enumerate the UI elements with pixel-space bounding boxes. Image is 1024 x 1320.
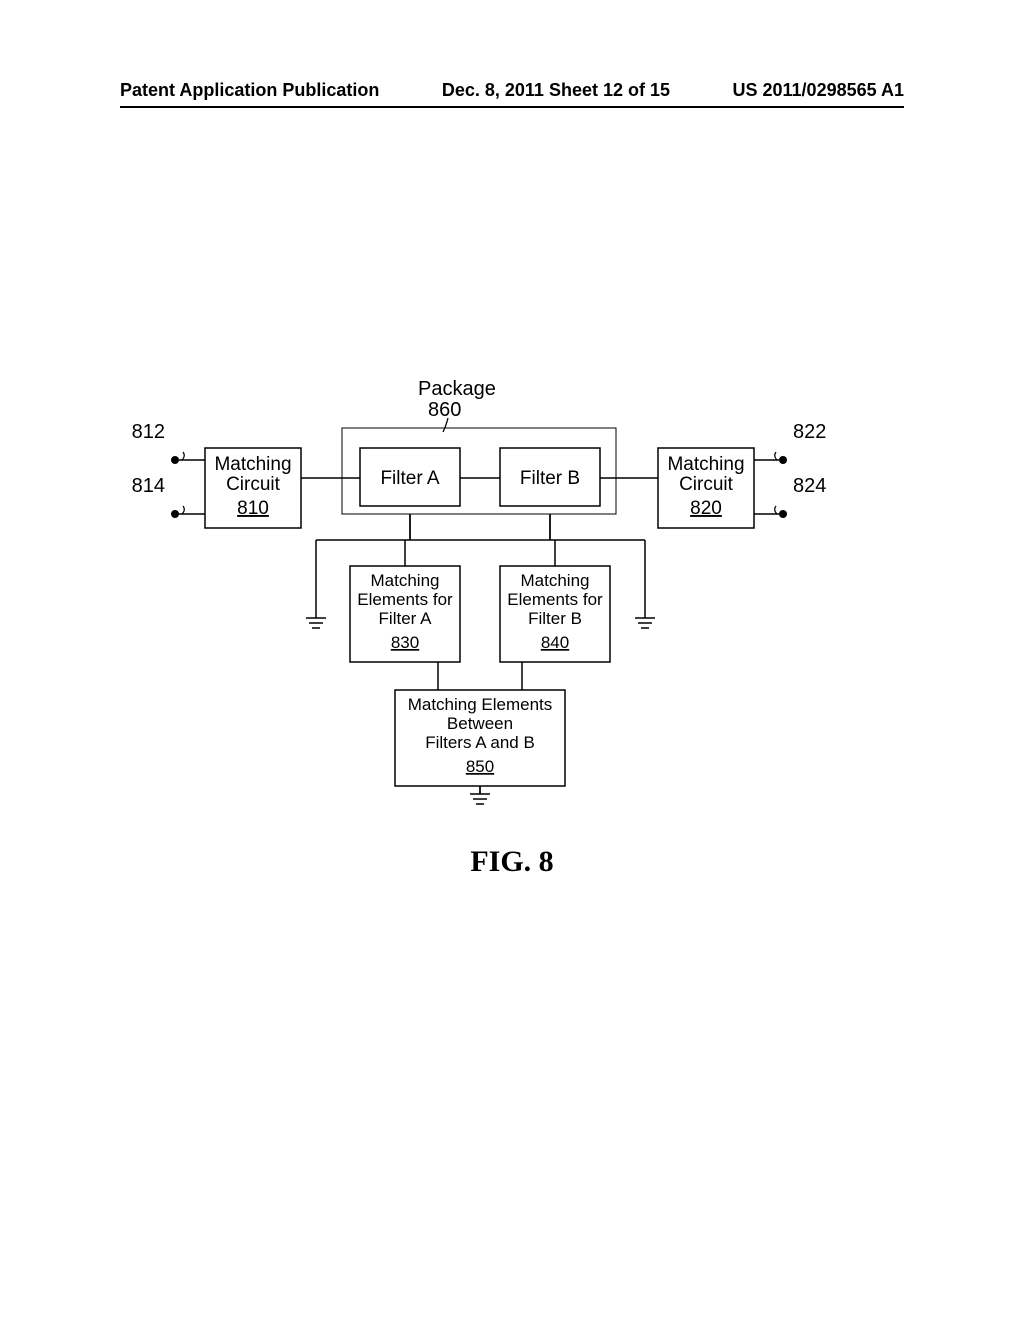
me-a-line2: Elements for	[357, 590, 453, 609]
mc-right-num: 820	[690, 498, 722, 519]
ref-814: 814	[132, 475, 165, 497]
squiggle-814	[182, 506, 184, 514]
mc-left-line2: Circuit	[226, 474, 281, 495]
squiggle-824	[775, 506, 777, 514]
mc-left-line1: Matching	[214, 454, 291, 475]
mc-left-num: 810	[237, 498, 269, 519]
terminal-824	[779, 510, 787, 518]
terminal-812	[171, 456, 179, 464]
terminal-814	[171, 510, 179, 518]
ref-824: 824	[793, 475, 826, 497]
me-b-line3: Filter B	[528, 609, 582, 628]
me-between-line2: Between	[447, 714, 513, 733]
ground-right-icon	[635, 612, 655, 628]
filter-b-label: Filter B	[520, 468, 580, 489]
page: Patent Application Publication Dec. 8, 2…	[0, 0, 1024, 1320]
mc-right-line2: Circuit	[679, 474, 734, 495]
filter-a-label: Filter A	[380, 468, 439, 489]
package-label: Package	[418, 378, 496, 400]
ref-822: 822	[793, 421, 826, 443]
ground-bottom-icon	[470, 786, 490, 804]
squiggle-812	[182, 452, 184, 460]
me-a-line1: Matching	[371, 571, 440, 590]
ref-812: 812	[132, 421, 165, 443]
me-b-line2: Elements for	[507, 590, 603, 609]
ground-left-icon	[306, 612, 326, 628]
me-between-num: 850	[466, 757, 494, 776]
figure-8-diagram: Package 860 Matching Circuit 810 Filter …	[0, 0, 1024, 1320]
me-a-num: 830	[391, 633, 419, 652]
me-b-num: 840	[541, 633, 569, 652]
me-between-line1: Matching Elements	[408, 695, 553, 714]
figure-caption: FIG. 8	[0, 845, 1024, 879]
me-between-line3: Filters A and B	[425, 733, 535, 752]
me-a-line3: Filter A	[379, 609, 433, 628]
mc-right-line1: Matching	[667, 454, 744, 475]
me-b-line1: Matching	[521, 571, 590, 590]
package-num: 860	[428, 399, 461, 421]
squiggle-822	[775, 452, 777, 460]
terminal-822	[779, 456, 787, 464]
